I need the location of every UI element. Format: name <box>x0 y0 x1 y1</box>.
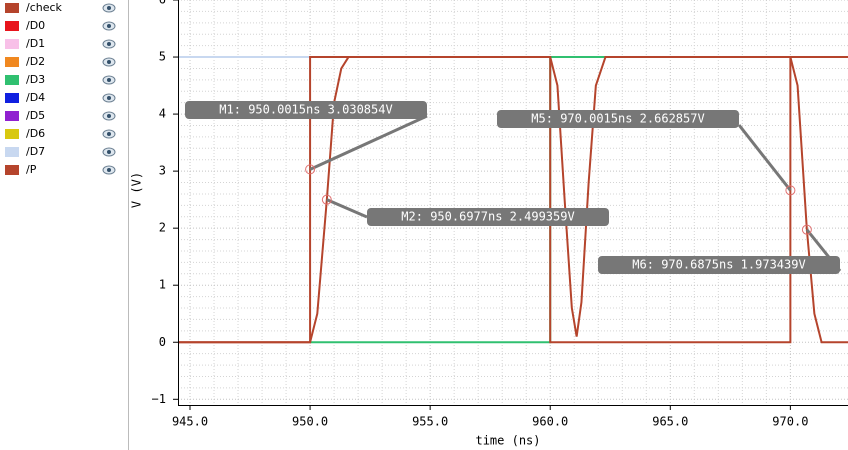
x-tick-label: 955.0 <box>412 415 448 429</box>
plot <box>178 56 848 344</box>
marker-point[interactable] <box>801 224 812 235</box>
marker-label-box[interactable] <box>598 256 840 274</box>
signal-swatch[interactable] <box>5 3 19 13</box>
visibility-icon-pupil <box>107 42 111 46</box>
visibility-icon-pupil <box>107 114 111 118</box>
marker-point[interactable] <box>785 185 796 196</box>
marker-leader <box>309 114 428 171</box>
signal-swatch[interactable] <box>5 147 19 157</box>
visibility-icon-pupil <box>107 6 111 10</box>
y-tick-label: 1 <box>159 278 166 292</box>
signal-swatch[interactable] <box>5 21 19 31</box>
signal-swatch[interactable] <box>5 165 19 175</box>
signal-panel <box>0 0 128 450</box>
visibility-icon-pupil <box>107 150 111 154</box>
marker-point[interactable] <box>305 164 316 175</box>
marker-label[interactable]: M6: 970.6875ns 1.973439V <box>632 258 805 272</box>
signal-name[interactable]: /D0 <box>26 19 45 32</box>
markers: M1: 950.0015ns 3.030854V M2: 950.6977ns 2… <box>185 101 842 274</box>
signal-list: /check/D0/D1/D2/D3/D4/D5/D6/D7/P <box>5 1 116 176</box>
x-tick-label: 970.0 <box>772 415 808 429</box>
marker-label[interactable]: M2: 950.6977ns 2.499359V <box>401 210 574 224</box>
signal-name[interactable]: /D7 <box>26 145 45 158</box>
signal-name[interactable]: /D5 <box>26 109 45 122</box>
y-tick-label: 4 <box>159 107 166 121</box>
marker-label[interactable]: M5: 970.0015ns 2.662857V <box>531 112 704 126</box>
x-tick-label: 945.0 <box>172 415 208 429</box>
marker-point[interactable] <box>321 194 332 205</box>
signal-swatch[interactable] <box>5 111 19 121</box>
visibility-icon-pupil <box>107 96 111 100</box>
signal-swatch[interactable] <box>5 75 19 85</box>
signal-swatch[interactable] <box>5 93 19 103</box>
signal-swatch[interactable] <box>5 39 19 49</box>
visibility-icon-pupil <box>107 60 111 64</box>
waveform <box>178 56 848 344</box>
grid <box>178 0 848 405</box>
x-tick-label: 965.0 <box>652 415 688 429</box>
y-tick-label: 5 <box>159 50 166 64</box>
y-tick-label: 6 <box>159 0 166 7</box>
visibility-icon-pupil <box>107 24 111 28</box>
y-tick-label: 3 <box>159 164 166 178</box>
y-tick-label: 0 <box>159 335 166 349</box>
marker-label-box[interactable] <box>367 208 609 226</box>
marker-label-box[interactable] <box>185 101 427 119</box>
marker-label-box[interactable] <box>497 110 739 128</box>
signal-name[interactable]: /D6 <box>26 127 45 140</box>
x-axis-label: time (ns) <box>475 434 540 448</box>
waveform <box>178 56 848 344</box>
y-tick-label: −1 <box>152 392 166 406</box>
visibility-icon-pupil <box>107 78 111 82</box>
signal-name[interactable]: /D1 <box>26 37 45 50</box>
marker-label[interactable]: M1: 950.0015ns 3.030854V <box>219 103 392 117</box>
visibility-icon-pupil <box>107 132 111 136</box>
marker-leader <box>326 198 368 219</box>
x-tick-label: 950.0 <box>292 415 328 429</box>
signal-swatch[interactable] <box>5 57 19 67</box>
signal-name[interactable]: /check <box>26 1 63 14</box>
marker-leader <box>737 124 792 192</box>
y-tick-label: 2 <box>159 221 166 235</box>
axes: 945.0 950.0 955.0 960.0 965.0 970.0 −1 0 1 2 3 4 5 6 <box>152 0 848 429</box>
signal-name[interactable]: /D4 <box>26 91 45 104</box>
signal-name[interactable]: /P <box>26 163 37 176</box>
x-tick-label: 960.0 <box>532 415 568 429</box>
y-axis-label: V (V) <box>130 172 144 208</box>
visibility-icon-pupil <box>107 168 111 172</box>
signal-swatch[interactable] <box>5 129 19 139</box>
signal-name[interactable]: /D2 <box>26 55 45 68</box>
signal-name[interactable]: /D3 <box>26 73 45 86</box>
